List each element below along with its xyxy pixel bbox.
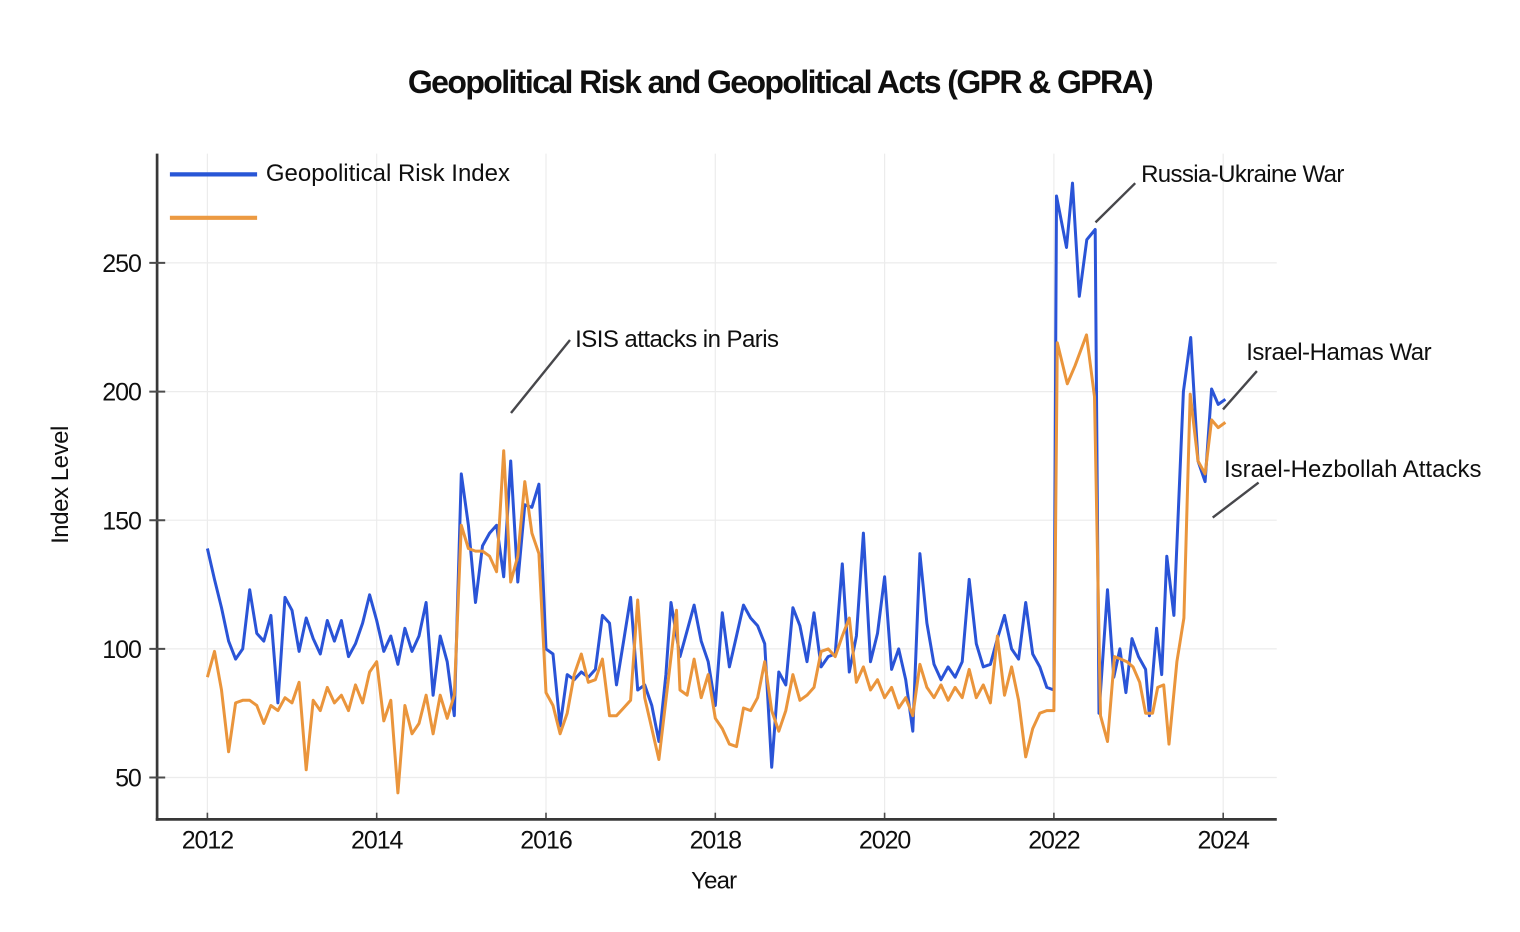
- svg-text:2018: 2018: [690, 827, 742, 855]
- svg-text:50: 50: [115, 765, 141, 793]
- svg-text:2014: 2014: [351, 827, 404, 855]
- svg-text:100: 100: [102, 636, 141, 664]
- svg-text:Geopolitical Risk Index: Geopolitical Risk Index: [266, 160, 510, 187]
- svg-text:Russia-Ukraine War: Russia-Ukraine War: [1141, 161, 1344, 188]
- svg-text:150: 150: [102, 507, 141, 535]
- svg-text:ISIS attacks in Paris: ISIS attacks in Paris: [575, 326, 779, 353]
- svg-text:2022: 2022: [1028, 827, 1080, 855]
- svg-text:Israel-Hamas War: Israel-Hamas War: [1246, 339, 1431, 366]
- svg-text:250: 250: [102, 250, 141, 278]
- svg-text:Israel-Hezbollah Attacks: Israel-Hezbollah Attacks: [1224, 456, 1481, 483]
- svg-text:Index Level: Index Level: [47, 426, 74, 544]
- svg-text:Geopolitical Risk and Geopolit: Geopolitical Risk and Geopolitical Acts …: [408, 64, 1153, 100]
- svg-text:2012: 2012: [182, 827, 234, 855]
- svg-text:2024: 2024: [1197, 827, 1250, 855]
- svg-text:200: 200: [102, 379, 141, 407]
- svg-text:Year: Year: [691, 868, 737, 895]
- svg-text:2020: 2020: [859, 827, 911, 855]
- svg-text:2016: 2016: [520, 827, 572, 855]
